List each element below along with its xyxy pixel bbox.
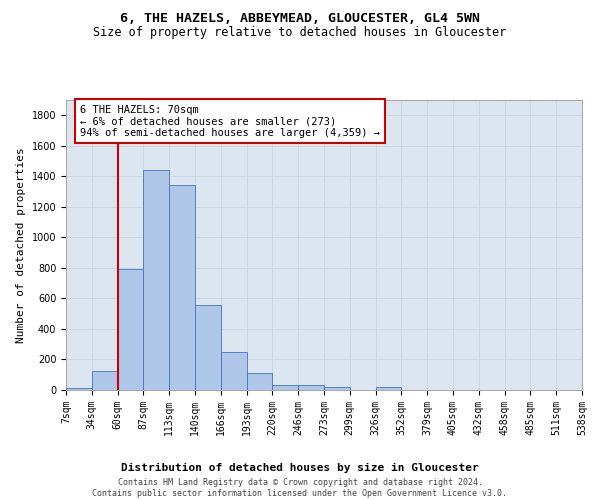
Y-axis label: Number of detached properties: Number of detached properties <box>16 147 26 343</box>
Bar <box>92 371 118 390</box>
Bar <box>272 384 298 390</box>
Bar <box>298 386 324 390</box>
Text: 6 THE HAZELS: 70sqm
← 6% of detached houses are smaller (273)
94% of semi-detach: 6 THE HAZELS: 70sqm ← 6% of detached hou… <box>80 104 380 138</box>
Bar <box>118 270 143 390</box>
Bar <box>195 306 221 390</box>
Bar <box>66 388 92 390</box>
Bar <box>221 352 247 390</box>
Text: Size of property relative to detached houses in Gloucester: Size of property relative to detached ho… <box>94 26 506 39</box>
Bar <box>247 373 272 390</box>
Text: 6, THE HAZELS, ABBEYMEAD, GLOUCESTER, GL4 5WN: 6, THE HAZELS, ABBEYMEAD, GLOUCESTER, GL… <box>120 12 480 26</box>
Bar <box>169 184 195 390</box>
Bar <box>324 387 350 390</box>
Bar <box>143 170 169 390</box>
Bar <box>376 387 401 390</box>
Text: Distribution of detached houses by size in Gloucester: Distribution of detached houses by size … <box>121 462 479 472</box>
Text: Contains HM Land Registry data © Crown copyright and database right 2024.
Contai: Contains HM Land Registry data © Crown c… <box>92 478 508 498</box>
